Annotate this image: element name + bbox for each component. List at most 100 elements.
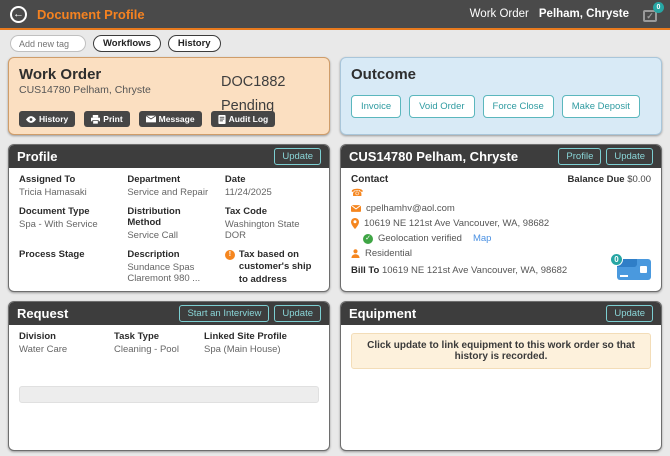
tax-warning-text: Tax based on customer's ship to address	[238, 249, 312, 285]
field-label: Linked Site Profile	[204, 331, 287, 342]
contact-label: Contact	[351, 174, 389, 185]
card-chip	[640, 266, 647, 273]
equipment-card-title: Equipment	[349, 306, 417, 321]
customer-card: CUS14780 Pelham, Chryste Profile Update …	[340, 144, 662, 292]
field-document-type: Document Type Spa - With Service	[19, 206, 119, 241]
wo-message-label: Message	[158, 114, 195, 124]
topbar-context: Work Order Pelham, Chryste ✓ 0	[469, 2, 664, 22]
printer-icon	[91, 114, 101, 124]
wo-audit-log-label: Audit Log	[228, 114, 269, 124]
check-icon: ✓	[643, 10, 657, 22]
wo-audit-log-button[interactable]: Audit Log	[210, 111, 276, 127]
wo-history-button[interactable]: History	[19, 111, 76, 127]
field-process-stage: Process Stage	[19, 249, 119, 286]
equipment-card: Equipment Update Click update to link eq…	[340, 301, 662, 451]
field-value	[19, 262, 119, 273]
doc-status: Pending	[221, 97, 275, 114]
tasks-icon[interactable]: ✓ 0	[643, 2, 664, 22]
map-link[interactable]: Map	[472, 233, 492, 244]
tax-warning: ! Tax based on customer's ship to addres…	[224, 249, 319, 286]
wo-print-label: Print	[103, 114, 123, 124]
customer-email[interactable]: cpelhamhv@aol.com	[366, 203, 455, 214]
eye-icon	[26, 115, 36, 123]
field-tax-code: Tax Code Washington State DOR	[225, 206, 319, 241]
geo-verified-label: Geolocation verified	[378, 233, 462, 244]
field-value: Service and Repair	[127, 187, 209, 198]
field-linked-site-profile: Linked Site Profile Spa (Main House)	[204, 331, 319, 355]
map-pin-icon	[351, 218, 359, 229]
field-assigned-to: Assigned To Tricia Hamasaki	[19, 174, 119, 198]
field-distribution-method: Distribution Method Service Call	[127, 206, 217, 241]
field-division: Division Water Care	[19, 331, 104, 355]
credit-card-shape	[617, 259, 651, 280]
credit-card-icon[interactable]: 0	[610, 253, 651, 280]
field-value: Tricia Hamasaki	[19, 187, 87, 198]
equipment-notice[interactable]: Click update to link equipment to this w…	[351, 333, 651, 369]
context-type-label: Work Order	[469, 8, 529, 20]
field-label: Task Type	[114, 331, 160, 342]
wo-message-button[interactable]: Message	[138, 111, 202, 127]
customer-profile-button[interactable]: Profile	[558, 148, 602, 165]
request-update-button[interactable]: Update	[274, 305, 321, 322]
add-tag-input[interactable]	[10, 35, 86, 52]
make-deposit-button[interactable]: Make Deposit	[561, 95, 640, 118]
envelope-icon	[145, 115, 156, 123]
card-count-badge: 0	[610, 253, 623, 266]
balance-value: $0.00	[627, 174, 651, 185]
invoice-button[interactable]: Invoice	[351, 95, 402, 118]
profile-card: Profile Update Assigned To Tricia Hamasa…	[8, 144, 330, 292]
field-value: Cleaning - Pool	[114, 344, 179, 355]
workflows-button[interactable]: Workflows	[93, 35, 161, 52]
field-date: Date 11/24/2025	[225, 174, 319, 198]
customer-card-title: CUS14780 Pelham, Chryste	[349, 149, 519, 164]
request-empty-field[interactable]	[19, 386, 319, 403]
customer-update-button[interactable]: Update	[606, 148, 653, 165]
field-value: Water Care	[19, 344, 68, 355]
main-grid: Work Order CUS14780 Pelham, Chryste DOC1…	[0, 55, 670, 453]
field-label: Division	[19, 331, 56, 342]
bill-to-label: Bill To	[351, 265, 380, 276]
field-value: 11/24/2025	[224, 187, 272, 198]
history-button[interactable]: History	[167, 35, 221, 52]
geo-verified-icon: ✓	[363, 233, 373, 244]
request-card-title: Request	[17, 306, 69, 321]
residential-label: Residential	[365, 248, 412, 259]
work-order-customer: CUS14780 Pelham, Chryste	[19, 84, 151, 96]
person-icon	[351, 249, 360, 258]
field-department: Department Service and Repair	[127, 174, 217, 198]
customer-address: 10619 NE 121st Ave Vancouver, WA, 98682	[364, 218, 550, 229]
profile-update-button[interactable]: Update	[274, 148, 321, 165]
field-value: Spa - With Service	[19, 219, 98, 230]
field-label: Date	[224, 174, 246, 185]
wo-history-label: History	[39, 114, 69, 124]
context-name-label: Pelham, Chryste	[538, 8, 629, 20]
field-description: Description Sundance Spas Claremont 980 …	[127, 249, 217, 286]
field-label: Distribution Method	[127, 206, 181, 228]
warning-icon: !	[224, 250, 235, 260]
field-label: Tax Code	[224, 206, 267, 217]
phone-icon: ☎	[351, 188, 364, 199]
outcome-title: Outcome	[351, 66, 417, 83]
tag-bar: Workflows History	[0, 30, 670, 55]
force-close-button[interactable]: Force Close	[482, 95, 554, 118]
outcome-card: Outcome Invoice Void Order Force Close M…	[340, 57, 662, 135]
email-icon	[351, 205, 361, 212]
balance-label: Balance Due	[567, 174, 625, 185]
document-icon	[217, 114, 226, 124]
bill-to-address: 10619 NE 121st Ave Vancouver, WA, 98682	[381, 265, 568, 276]
request-card: Request Start an Interview Update Divisi…	[8, 301, 330, 451]
profile-card-title: Profile	[17, 149, 58, 164]
start-interview-button[interactable]: Start an Interview	[179, 305, 270, 322]
work-order-title: Work Order	[19, 66, 102, 83]
field-label: Description	[127, 249, 180, 260]
bill-to: Bill To 10619 NE 121st Ave Vancouver, WA…	[351, 265, 567, 276]
equipment-update-button[interactable]: Update	[606, 305, 653, 322]
balance-due: Balance Due $0.00	[568, 174, 651, 185]
field-value: Sundance Spas Claremont 980 ...	[127, 262, 201, 284]
top-bar: ← Document Profile Work Order Pelham, Ch…	[0, 0, 670, 30]
back-icon[interactable]: ←	[10, 5, 27, 23]
wo-print-button[interactable]: Print	[84, 111, 130, 127]
field-label: Assigned To	[19, 174, 76, 185]
void-order-button[interactable]: Void Order	[409, 95, 475, 118]
page-title: Document Profile	[37, 6, 145, 22]
